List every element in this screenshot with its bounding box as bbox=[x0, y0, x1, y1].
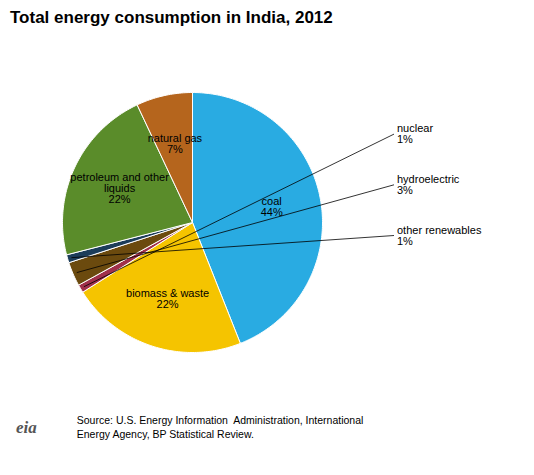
svg-text:coal44%: coal44% bbox=[261, 195, 283, 218]
svg-text:hydroelectric3%: hydroelectric3% bbox=[397, 173, 460, 196]
svg-text:petroleum and otherliquids22%: petroleum and otherliquids22% bbox=[70, 171, 169, 205]
svg-text:biomass & waste22%: biomass & waste22% bbox=[126, 287, 209, 310]
svg-text:other renewables1%: other renewables1% bbox=[397, 224, 482, 247]
html-text:Source: U.S. Energy Informatio: Source: U.S. Energy Information Administ… bbox=[76, 414, 364, 440]
svg-text:nuclear1%: nuclear1% bbox=[397, 122, 433, 145]
html-text:eia: eia bbox=[16, 417, 37, 437]
svg-text:natural gas7%: natural gas7% bbox=[148, 132, 203, 155]
html-text:Total energy consumption in In: Total energy consumption in India, 2012 bbox=[10, 8, 333, 27]
